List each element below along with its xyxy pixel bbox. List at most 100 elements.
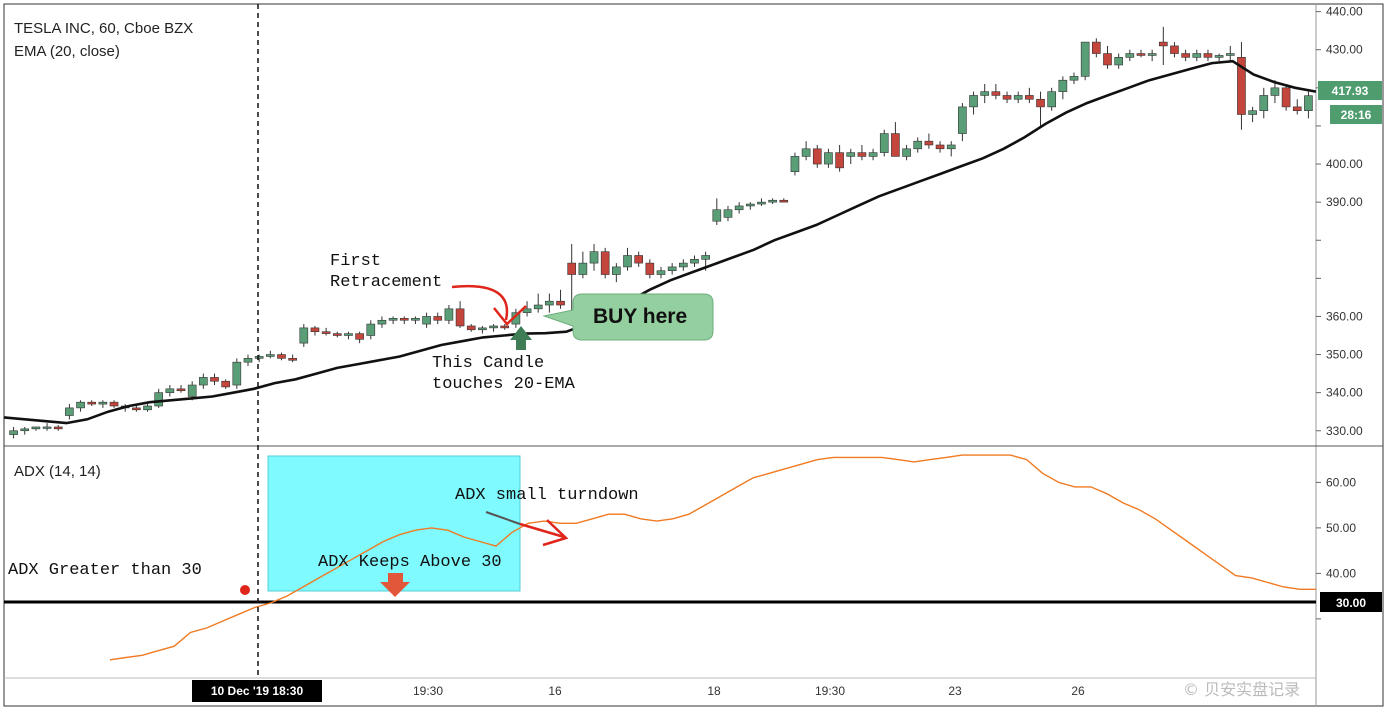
candle-body (444, 308, 454, 321)
candle-body (388, 318, 398, 321)
candle-body (868, 152, 878, 157)
retracement-arrow-curve (451, 284, 509, 321)
ema-20-line (3, 59, 1317, 425)
candle-body (1025, 95, 1034, 100)
candle-body (679, 262, 688, 268)
price-tick-label: 390.00 (1326, 195, 1363, 209)
countdown-tag[interactable] (1330, 105, 1382, 124)
candle-body (812, 148, 822, 165)
candle-body (1147, 53, 1157, 56)
candle-body (801, 148, 811, 157)
ema-legend[interactable]: EMA (20, close) (14, 43, 120, 60)
crosshair-time-tag (192, 680, 322, 702)
candle-body (53, 426, 63, 430)
candle-body (332, 333, 342, 336)
touch-label-2: touches 20-EMA (432, 375, 576, 394)
candle-body (533, 304, 543, 310)
time-tick-label: 26 (1071, 684, 1085, 698)
candle-body (1170, 45, 1179, 54)
candle-body (310, 327, 320, 332)
candle-body (265, 354, 275, 357)
candle-body (1214, 55, 1224, 58)
candle-body (478, 327, 487, 331)
price-tick-label: 400.00 (1326, 157, 1363, 171)
candle-body (612, 266, 621, 275)
adx-highlight-box (267, 455, 521, 592)
candle-body (489, 325, 498, 329)
candle-body (980, 91, 990, 96)
time-axis[interactable]: 10 Dec '19 18:30 19:30 16 18 19:30 23 26 (192, 680, 1085, 702)
candle-body (946, 144, 956, 150)
candle-body (87, 401, 97, 405)
candle-body (879, 133, 889, 153)
price-axis[interactable]: 330.00 340.00 350.00 360.00 390.00 400.00 430.… (1316, 5, 1363, 438)
candle-body (935, 144, 945, 150)
candle-body (1092, 41, 1101, 54)
turndown-arrow-shaft (519, 522, 565, 539)
turndown-pointer (485, 511, 521, 525)
candle-body (187, 384, 197, 397)
candle-body (210, 377, 219, 382)
candle-body (1103, 53, 1112, 66)
adx-tick-label: 60.00 (1326, 475, 1356, 489)
candle-body (20, 428, 30, 432)
candle-body (1125, 53, 1135, 58)
adx-level-tag[interactable] (1320, 592, 1382, 612)
candle-body (288, 358, 297, 361)
candle-body (891, 133, 900, 157)
candle-body (221, 380, 230, 388)
adx-cross-dot (240, 585, 250, 595)
candle-body (98, 401, 108, 405)
adx-axis[interactable]: 40.00 50.00 60.00 (1316, 475, 1356, 620)
buy-callout-bubble (542, 293, 714, 341)
candle-body (835, 152, 844, 169)
symbol-title[interactable]: TESLA INC, 60, Cboe BZX (14, 20, 193, 37)
candle-body (1013, 95, 1023, 100)
candle-body (701, 255, 710, 260)
candle-body (31, 426, 41, 430)
watermark: © 贝安实盘记录 (1183, 680, 1300, 699)
candle-body (455, 308, 465, 327)
candle-body (1002, 95, 1012, 100)
turndown-arrow-head (542, 519, 569, 547)
first-retracement-label-2: Retracement (330, 273, 442, 292)
candle-body (634, 255, 643, 264)
candle-body (321, 331, 331, 334)
candle-body (846, 152, 856, 157)
candle-body (254, 356, 264, 359)
candle-body (667, 266, 677, 272)
adx-tick-label: 50.00 (1326, 521, 1356, 535)
candle-body (824, 152, 833, 165)
candle-body (176, 388, 186, 392)
candle-body (1225, 53, 1235, 56)
candle-body (589, 251, 599, 264)
candle-body (779, 199, 789, 203)
candle-body (969, 95, 978, 108)
candle-body (1136, 53, 1146, 56)
last-price-value: 417.93 (1332, 84, 1369, 98)
candle-body (1270, 87, 1280, 96)
candle-series (9, 26, 1313, 439)
candle-body (645, 262, 655, 275)
candle-body (1259, 95, 1269, 111)
time-tick-label: 16 (548, 684, 562, 698)
candle-body (734, 205, 744, 211)
candle-body (857, 152, 867, 157)
last-price-tag[interactable] (1318, 81, 1382, 100)
candle-body (143, 405, 152, 411)
candle-body (299, 327, 309, 344)
adx-legend[interactable]: ADX (14, 14) (14, 463, 101, 480)
candle-body (154, 392, 164, 407)
candle-body (1069, 76, 1079, 81)
candle-body (132, 407, 141, 411)
candle-body (277, 354, 286, 359)
candle-body (344, 333, 353, 336)
price-tick-label: 340.00 (1326, 386, 1363, 400)
time-tick-label: 19:30 (815, 684, 845, 698)
candle-body (1036, 98, 1045, 108)
buy-label: BUY here (593, 305, 687, 328)
candle-body (65, 407, 74, 416)
candle-body (366, 323, 376, 336)
price-tick-label: 360.00 (1326, 309, 1363, 323)
